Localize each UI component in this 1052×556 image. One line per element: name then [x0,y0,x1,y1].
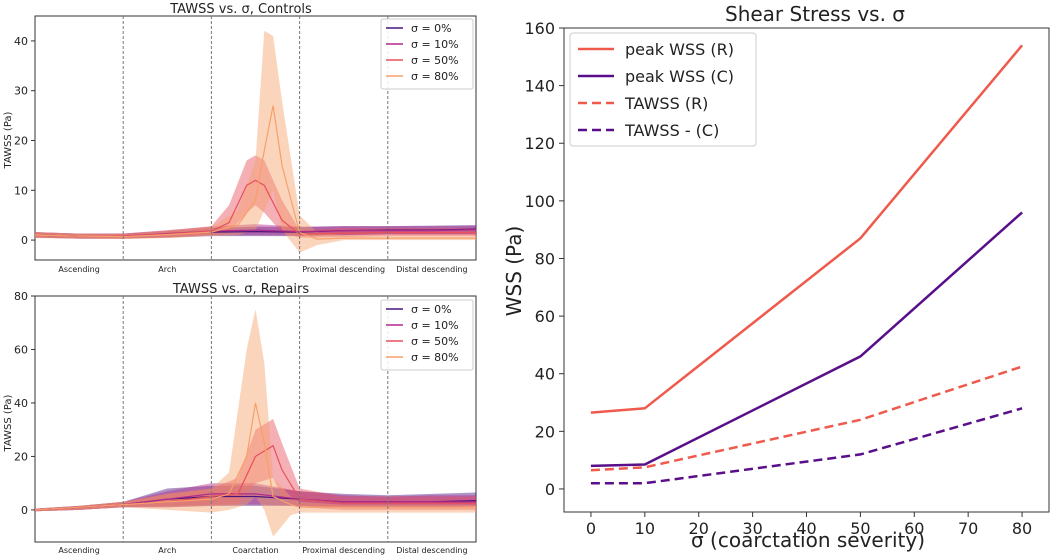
shear-y-tick-label: 160 [524,19,555,38]
repairs-segment-label-coarctation: Coarctation [232,546,278,555]
shear-y-tick-label: 100 [524,192,555,211]
repairs-segment-label-distal-descending: Distal descending [396,546,467,555]
repairs-legend-box [380,299,474,371]
controls-segment-label-proximal-descending: Proximal descending [302,265,385,274]
controls-segment-labels: Ascending Arch Coarctation Proximal desc… [58,265,467,274]
band-3 [35,30,476,253]
y-tick-label: 40 [14,397,28,410]
shear-x-tick-label: 50 [850,519,870,538]
series-line-3 [34,105,476,240]
shear-x-ticks: 0 10 20 30 40 50 60 70 80 [586,512,1032,538]
controls-legend-label-50: σ = 50% [411,54,459,67]
shear-legend-box [569,32,757,147]
repairs-plot-frame [34,295,477,543]
y-tick-label: 0 [21,234,28,247]
repairs-legend-label-10: σ = 10% [411,319,459,332]
controls-legend-box [380,18,474,90]
controls-title: TAWSS vs. σ, Controls [169,2,312,17]
series-line-3 [34,402,476,511]
y-tick-label: 0 [21,504,28,517]
shear-legend-label-tawss-c: TAWSS - (C) [624,121,719,140]
band-0 [35,485,476,512]
controls-plot-frame [34,15,477,261]
controls-legend-label-0: σ = 0% [411,22,452,35]
shear-series-line-0 [590,44,1024,414]
band-3 [35,309,476,537]
shear-x-tick-label: 20 [689,519,709,538]
shear-y-tick-label: 0 [545,480,555,499]
shear-y-tick-label: 140 [524,77,555,96]
shear-lines [590,44,1024,485]
controls-segment-label-ascending: Ascending [58,265,99,274]
y-tick-label: 10 [14,184,28,197]
shear-y-tick-label: 20 [535,422,555,441]
shear-legend-label-peak-r: peak WSS (R) [625,40,734,59]
shear-y-ticks: 0 20 40 60 80 100 120 140 160 [524,19,564,499]
shear-x-tick-label: 80 [1012,519,1032,538]
band-2 [35,419,476,512]
controls-segment-label-arch: Arch [158,265,176,274]
shear-x-tick-label: 30 [742,519,762,538]
y-tick-label: 60 [14,343,28,356]
y-tick-label: 30 [14,85,28,98]
controls-segment-label-coarctation: Coarctation [232,265,278,274]
shear-legend-label-peak-c: peak WSS (C) [625,67,734,86]
shear-y-tick-label: 80 [535,249,555,268]
shear-x-tick-label: 40 [796,519,816,538]
shear-ylabel: WSS (Pa) [502,226,526,317]
shear-series-line-3 [590,407,1023,485]
shear-x-tick-label: 70 [958,519,978,538]
shear-y-tick-label: 60 [535,307,555,326]
repairs-segment-label-ascending: Ascending [58,546,99,555]
controls-ylabel: TAWSS (Pa) [3,111,14,169]
shear-x-tick-label: 60 [904,519,924,538]
controls-panel: TAWSS vs. σ, Controls TAWSS (Pa) 0 10 20 30… [3,2,477,274]
repairs-segment-label-arch: Arch [158,546,176,555]
repairs-legend-label-0: σ = 0% [411,303,452,316]
shear-x-tick-label: 0 [586,519,596,538]
repairs-panel: TAWSS vs. σ, Repairs TAWSS (Pa) 0 20 40 60 8… [3,282,477,555]
controls-legend-label-80: σ = 80% [411,70,459,83]
repairs-legend: σ = 0% σ = 10% σ = 50% σ = 80% [380,299,474,371]
shear-series-line-1 [590,211,1023,468]
shear-stress-panel: Shear Stress vs. σ WSS (Pa) σ (coarctati… [502,2,1050,552]
repairs-ylabel: TAWSS (Pa) [3,394,14,452]
repairs-segment-label-proximal-descending: Proximal descending [302,546,385,555]
controls-legend-label-10: σ = 10% [411,38,459,51]
controls-legend: σ = 0% σ = 10% σ = 50% σ = 80% [380,18,474,90]
shear-x-tick-label: 10 [635,519,655,538]
controls-segment-label-distal-descending: Distal descending [396,265,467,274]
shear-title: Shear Stress vs. σ [725,2,905,26]
repairs-legend-label-80: σ = 80% [411,351,459,364]
y-tick-label: 20 [14,134,28,147]
repairs-segment-dividers [122,296,389,542]
shear-legend-label-tawss-r: TAWSS (R) [624,94,708,113]
band-1 [35,483,476,512]
shear-y-tick-label: 40 [535,365,555,384]
shear-legend: peak WSS (R) peak WSS (C) TAWSS (R) TAWS… [569,32,757,147]
controls-y-ticks: 0 10 20 30 40 [14,35,35,247]
repairs-legend-label-50: σ = 50% [411,335,459,348]
repairs-lines [34,402,477,511]
repairs-bands [35,309,476,537]
y-tick-label: 80 [14,290,28,303]
shear-xlabel: σ (coarctation severity) [691,528,925,552]
y-tick-label: 40 [14,35,28,48]
repairs-title: TAWSS vs. σ, Repairs [172,282,309,297]
repairs-segment-labels: Ascending Arch Coarctation Proximal desc… [58,546,467,555]
repairs-y-ticks: 0 20 40 60 80 [14,290,35,517]
y-tick-label: 20 [14,450,28,463]
shear-y-tick-label: 120 [524,134,555,153]
controls-lines [34,105,477,240]
